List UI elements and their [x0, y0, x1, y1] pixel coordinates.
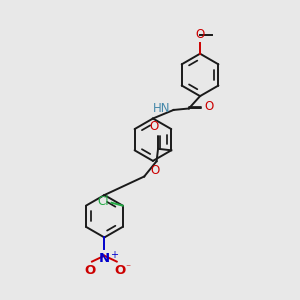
Text: O: O — [195, 28, 205, 41]
Text: O: O — [149, 120, 159, 133]
Text: HN: HN — [152, 102, 170, 115]
Text: N: N — [99, 252, 110, 265]
Text: O: O — [151, 164, 160, 177]
Text: O: O — [114, 264, 125, 277]
Text: +: + — [110, 250, 118, 260]
Text: Cl: Cl — [97, 195, 109, 208]
Text: ⁻: ⁻ — [126, 263, 131, 273]
Text: O: O — [84, 264, 95, 277]
Text: O: O — [204, 100, 213, 113]
